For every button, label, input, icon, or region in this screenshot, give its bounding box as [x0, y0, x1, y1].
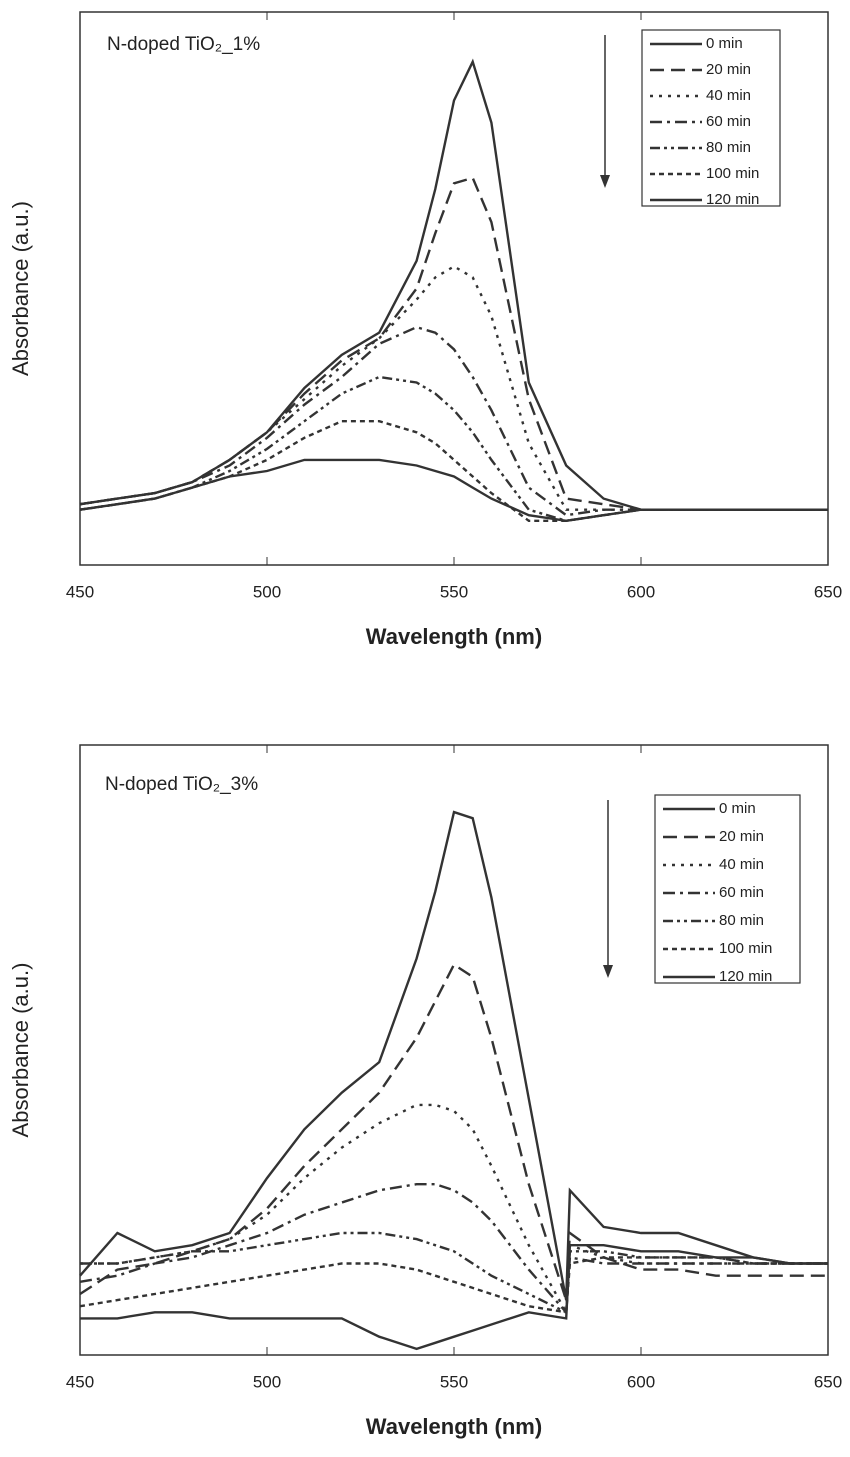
legend-label: 0 min — [706, 35, 743, 52]
x-axis-title: Wavelength (nm) — [366, 1414, 542, 1439]
data-line — [79, 176, 828, 511]
legend-label: 80 min — [719, 912, 764, 929]
data-line — [79, 265, 828, 511]
y-axis-title: Absorbance (a.u.) — [8, 963, 33, 1138]
arrow-head — [603, 965, 613, 978]
x-tick-label: 600 — [627, 1372, 655, 1391]
data-line — [80, 1231, 828, 1315]
data-line — [80, 1244, 828, 1351]
legend-label: 120 min — [706, 191, 759, 208]
data-line — [79, 962, 828, 1301]
data-line — [79, 1183, 828, 1316]
arrow-head — [600, 175, 610, 188]
legend-box — [641, 29, 781, 207]
x-tick-label: 450 — [66, 1372, 94, 1391]
legend-label: 0 min — [719, 800, 756, 817]
x-tick-label: 650 — [814, 582, 842, 601]
x-tick-label: 550 — [440, 582, 468, 601]
x-tick-label: 450 — [66, 582, 94, 601]
data-line — [79, 1256, 828, 1314]
x-tick-label: 500 — [253, 1372, 281, 1391]
legend-label: 20 min — [706, 61, 751, 78]
legend-label: 100 min — [706, 165, 759, 182]
legend-box — [654, 794, 801, 984]
x-tick-label: 600 — [627, 582, 655, 601]
legend-label: 60 min — [706, 113, 751, 130]
legend-label: 40 min — [719, 856, 764, 873]
y-axis-title: Absorbance (a.u.) — [8, 201, 33, 376]
legend-label: 40 min — [706, 87, 751, 104]
data-line — [79, 325, 828, 517]
x-tick-label: 550 — [440, 1372, 468, 1391]
data-line — [79, 375, 828, 523]
legend-label: 120 min — [719, 968, 772, 985]
x-axis-title: Wavelength (nm) — [366, 624, 542, 649]
data-line — [79, 810, 828, 1301]
legend-label: 80 min — [706, 139, 751, 156]
chart-title: N-doped TiO₂_1% — [107, 34, 260, 55]
data-line — [79, 420, 828, 522]
legend-label: 60 min — [719, 884, 764, 901]
legend-label: 20 min — [719, 828, 764, 845]
chart-title: N-doped TiO₂_3% — [105, 774, 258, 795]
legend-label: 100 min — [719, 940, 772, 957]
x-tick-label: 500 — [253, 582, 281, 601]
x-tick-label: 650 — [814, 1372, 842, 1391]
data-line — [79, 458, 828, 523]
